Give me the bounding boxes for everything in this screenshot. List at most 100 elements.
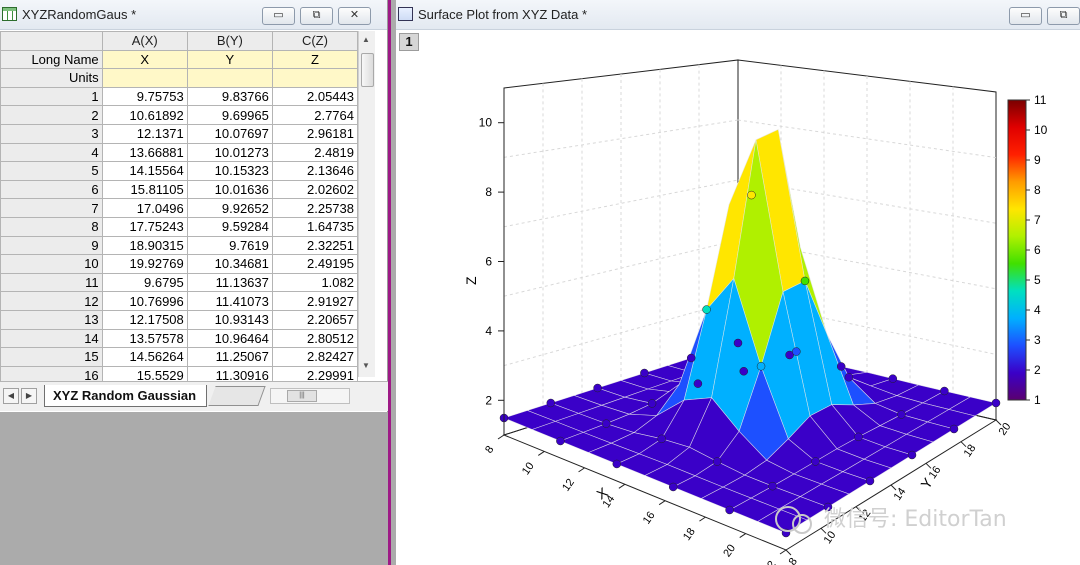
colorbar[interactable] <box>1007 99 1027 401</box>
cell-b[interactable]: 10.01636 <box>186 179 273 200</box>
table-row[interactable]: 1 9.75753 9.83766 2.05443 <box>0 86 359 107</box>
restore-button[interactable]: ⧉ <box>300 7 333 25</box>
table-row[interactable]: 5 14.15564 10.15323 2.13646 <box>0 161 359 181</box>
column-header-a[interactable]: A(X) <box>101 31 188 51</box>
column-header-c[interactable]: C(Z) <box>271 31 359 51</box>
row-number[interactable]: 10 <box>0 254 103 274</box>
table-row[interactable]: 3 12.1371 10.07697 2.96181 <box>0 123 359 144</box>
cell-a[interactable]: 9.6795 <box>101 272 188 293</box>
tab-xyz-random-gaussian[interactable]: XYZ Random Gaussian <box>44 385 208 407</box>
cell-a[interactable]: 12.1371 <box>101 123 188 144</box>
units-cell[interactable] <box>186 68 273 88</box>
cell-b[interactable]: 10.15323 <box>186 161 273 181</box>
table-row[interactable]: 13 12.17508 10.93143 2.20657 <box>0 309 359 330</box>
cell-c[interactable]: 2.96181 <box>271 123 359 144</box>
long-name-row-header[interactable]: Long Name <box>0 49 103 70</box>
table-row[interactable]: 11 9.6795 11.13637 1.082 <box>0 272 359 293</box>
cell-c[interactable]: 2.91927 <box>271 291 359 311</box>
table-row[interactable]: 16 15.5529 11.30916 2.29991 <box>0 365 359 386</box>
close-button[interactable]: ✕ <box>338 7 371 25</box>
cell-a[interactable]: 17.75243 <box>101 216 188 237</box>
cell-a[interactable]: 9.75753 <box>101 86 188 107</box>
table-row[interactable]: 2 10.61892 9.69965 2.7764 <box>0 105 359 125</box>
cell-c[interactable]: 1.082 <box>271 272 359 293</box>
cell-b[interactable]: 11.41073 <box>186 291 273 311</box>
table-row[interactable]: 4 13.66881 10.01273 2.4819 <box>0 142 359 163</box>
row-number[interactable]: 5 <box>0 161 103 181</box>
cell-a[interactable]: 12.17508 <box>101 309 188 330</box>
table-row[interactable]: 9 18.90315 9.7619 2.32251 <box>0 235 359 256</box>
corner-cell[interactable] <box>0 31 103 51</box>
cell-a[interactable]: 10.76996 <box>101 291 188 311</box>
cell-b[interactable]: 9.92652 <box>186 198 273 218</box>
cell-c[interactable]: 2.20657 <box>271 309 359 330</box>
units-cell[interactable] <box>101 68 188 88</box>
row-number[interactable]: 7 <box>0 198 103 218</box>
table-row[interactable]: 8 17.75243 9.59284 1.64735 <box>0 216 359 237</box>
table-row[interactable]: 12 10.76996 11.41073 2.91927 <box>0 291 359 311</box>
scroll-down-icon[interactable]: ▼ <box>362 361 370 370</box>
horizontal-scrollbar[interactable]: ||| <box>270 388 350 404</box>
cell-c[interactable]: 2.49195 <box>271 254 359 274</box>
worksheet-grid[interactable]: A(X) B(Y) C(Z) Long Name X Y Z Units 1 9.… <box>0 31 359 386</box>
cell-c[interactable]: 2.13646 <box>271 161 359 181</box>
cell-b[interactable]: 11.30916 <box>186 365 273 386</box>
cell-c[interactable]: 2.32251 <box>271 235 359 256</box>
row-number[interactable]: 9 <box>0 235 103 256</box>
hscroll-thumb-icon[interactable]: ||| <box>287 390 317 402</box>
cell-a[interactable]: 15.5529 <box>101 365 188 386</box>
layer-badge[interactable]: 1 <box>399 33 419 51</box>
cell-a[interactable]: 14.56264 <box>101 347 188 367</box>
column-header-b[interactable]: B(Y) <box>186 31 273 51</box>
row-number[interactable]: 3 <box>0 123 103 144</box>
cell-a[interactable]: 10.61892 <box>101 105 188 125</box>
cell-b[interactable]: 9.7619 <box>186 235 273 256</box>
scroll-thumb[interactable] <box>361 53 374 87</box>
units-row-header[interactable]: Units <box>0 68 103 88</box>
row-number[interactable]: 14 <box>0 328 103 349</box>
long-name-cell[interactable]: Y <box>186 49 273 70</box>
cell-c[interactable]: 2.02602 <box>271 179 359 200</box>
tab-prev-icon[interactable]: ◀ <box>3 388 19 404</box>
row-number[interactable]: 12 <box>0 291 103 311</box>
graph-restore-button[interactable]: ⧉ <box>1047 7 1080 25</box>
row-number[interactable]: 2 <box>0 105 103 125</box>
window-divider[interactable] <box>388 0 391 565</box>
cell-a[interactable]: 13.57578 <box>101 328 188 349</box>
row-number[interactable]: 4 <box>0 142 103 163</box>
long-name-cell[interactable]: Z <box>271 49 359 70</box>
long-name-cell[interactable]: X <box>101 49 188 70</box>
table-row[interactable]: 6 15.81105 10.01636 2.02602 <box>0 179 359 200</box>
cell-b[interactable]: 11.13637 <box>186 272 273 293</box>
cell-b[interactable]: 10.07697 <box>186 123 273 144</box>
graph-titlebar[interactable]: Surface Plot from XYZ Data * ▭ ⧉ <box>396 0 1080 30</box>
cell-c[interactable]: 2.80512 <box>271 328 359 349</box>
scroll-up-icon[interactable]: ▲ <box>362 35 370 44</box>
table-row[interactable]: 15 14.56264 11.25067 2.82427 <box>0 347 359 367</box>
graph-minimize-button[interactable]: ▭ <box>1009 7 1042 25</box>
cell-a[interactable]: 17.0496 <box>101 198 188 218</box>
row-number[interactable]: 8 <box>0 216 103 237</box>
row-number[interactable]: 16 <box>0 365 103 386</box>
cell-c[interactable]: 2.05443 <box>271 86 359 107</box>
row-number[interactable]: 6 <box>0 179 103 200</box>
cell-b[interactable]: 10.01273 <box>186 142 273 163</box>
cell-b[interactable]: 9.59284 <box>186 216 273 237</box>
table-row[interactable]: 7 17.0496 9.92652 2.25738 <box>0 198 359 218</box>
cell-c[interactable]: 1.64735 <box>271 216 359 237</box>
worksheet-titlebar[interactable]: XYZRandomGaus * ▭ ⧉ ✕ <box>0 0 387 30</box>
cell-c[interactable]: 2.25738 <box>271 198 359 218</box>
cell-c[interactable]: 2.7764 <box>271 105 359 125</box>
cell-b[interactable]: 11.25067 <box>186 347 273 367</box>
row-number[interactable]: 13 <box>0 309 103 330</box>
cell-b[interactable]: 10.34681 <box>186 254 273 274</box>
cell-c[interactable]: 2.4819 <box>271 142 359 163</box>
units-cell[interactable] <box>271 68 359 88</box>
cell-a[interactable]: 18.90315 <box>101 235 188 256</box>
row-number[interactable]: 15 <box>0 347 103 367</box>
cell-b[interactable]: 9.83766 <box>186 86 273 107</box>
row-number[interactable]: 11 <box>0 272 103 293</box>
vertical-scrollbar[interactable]: ▲ ▼ <box>358 31 375 377</box>
cell-b[interactable]: 10.96464 <box>186 328 273 349</box>
